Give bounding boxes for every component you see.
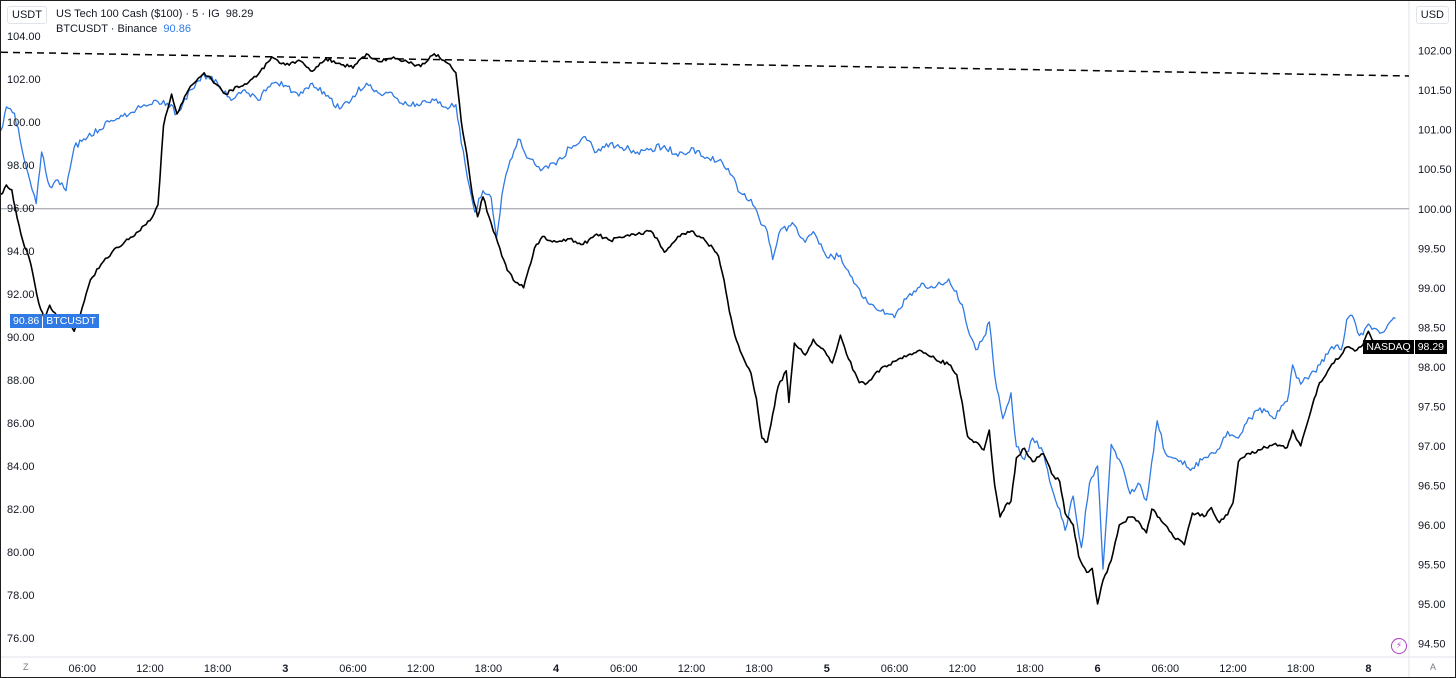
right-tick-label: 100.50 <box>1418 164 1452 176</box>
time-tick-label: 06:00 <box>1152 663 1180 675</box>
nasdaq-badge-value: 98.29 <box>1414 339 1447 354</box>
time-tick-label: 3 <box>282 663 288 675</box>
time-tick-label: 12:00 <box>948 663 976 675</box>
time-axis: 06:00 12:00 18:00 3 06:00 12:00 18:00 4 06:00 12:… <box>68 663 1371 675</box>
time-tick-label: 06:00 <box>339 663 367 675</box>
series-line-nasdaq <box>1 52 1383 605</box>
legend-symbol-title: US Tech 100 Cash ($100) · 5 · IG <box>56 8 220 20</box>
left-tick-label: 98.00 <box>7 160 35 172</box>
left-tick-label: 76.00 <box>7 633 35 645</box>
left-tick-label: 90.00 <box>7 332 35 344</box>
time-tick-label: 12:00 <box>1219 663 1247 675</box>
legend: US Tech 100 Cash ($100) · 5 · IG 98.29 B… <box>56 7 253 37</box>
left-tick-label: 82.00 <box>7 504 35 516</box>
left-tick-label: 84.00 <box>7 461 35 473</box>
time-tick-label: 12:00 <box>678 663 706 675</box>
right-tick-label: 100.00 <box>1418 204 1452 216</box>
left-tick-label: 102.00 <box>7 74 41 86</box>
right-tick-label: 95.00 <box>1418 599 1446 611</box>
time-tick-label: 6 <box>1095 663 1101 675</box>
legend-row-nasdaq[interactable]: US Tech 100 Cash ($100) · 5 · IG 98.29 <box>56 7 253 22</box>
legend-series2-last: 90.86 <box>163 23 191 35</box>
trend-line-dashed <box>1 51 1410 77</box>
time-tick-label: 06:00 <box>68 663 96 675</box>
btc-price-badge: 90.86 BTCUSDT <box>10 311 99 329</box>
right-tick-label: 96.00 <box>1418 520 1446 532</box>
time-tick-label: 18:00 <box>204 663 232 675</box>
left-currency-label[interactable]: USDT <box>7 6 47 24</box>
time-tick-label: 18:00 <box>1016 663 1044 675</box>
nasdaq-price-badge: NASDAQ 98.29 <box>1363 337 1447 355</box>
right-tick-label: 101.50 <box>1418 85 1452 97</box>
left-tick-label: 88.00 <box>7 375 35 387</box>
right-axis: 102.00 101.50 101.00 100.50 100.00 99.50 99.00… <box>1418 46 1452 651</box>
right-tick-label: 96.50 <box>1418 480 1446 492</box>
time-tick-label: 8 <box>1365 663 1371 675</box>
lightning-icon[interactable]: ⚡ <box>1391 638 1407 654</box>
left-tick-label: 80.00 <box>7 547 35 559</box>
right-tick-label: 98.00 <box>1418 362 1446 374</box>
time-tick-label: 5 <box>824 663 830 675</box>
time-tick-label: 06:00 <box>610 663 638 675</box>
time-tick-label: 06:00 <box>881 663 909 675</box>
right-tick-label: 98.50 <box>1418 322 1446 334</box>
time-tick-label: 18:00 <box>745 663 773 675</box>
right-tick-label: 97.50 <box>1418 401 1446 413</box>
left-tick-label: 78.00 <box>7 590 35 602</box>
series-layer <box>1 52 1396 605</box>
left-tick-label: 96.00 <box>7 203 35 215</box>
nasdaq-badge-label: NASDAQ <box>1363 339 1414 354</box>
legend-row-btc[interactable]: BTCUSDT · Binance 90.86 <box>56 22 253 37</box>
right-tick-label: 99.00 <box>1418 283 1446 295</box>
time-tick-label: 18:00 <box>1287 663 1315 675</box>
time-tick-label: 4 <box>553 663 560 675</box>
right-tick-label: 101.00 <box>1418 125 1452 137</box>
right-tick-label: 97.00 <box>1418 441 1446 453</box>
right-tick-label: 99.50 <box>1418 243 1446 255</box>
left-tick-label: 86.00 <box>7 418 35 430</box>
btc-badge-value: 90.86 <box>10 314 43 329</box>
left-axis: 104.00 102.00 100.00 98.00 96.00 94.00 92.00 90… <box>7 31 41 645</box>
left-tick-label: 92.00 <box>7 289 35 301</box>
btc-badge-label: BTCUSDT <box>43 314 99 329</box>
right-tick-label: 94.50 <box>1418 639 1446 651</box>
time-tick-label: 12:00 <box>407 663 435 675</box>
left-tick-label: 94.00 <box>7 246 35 258</box>
legend-symbol-last: 98.29 <box>225 8 254 20</box>
left-tick-label: 100.00 <box>7 117 41 129</box>
time-tick-label: 12:00 <box>136 663 164 675</box>
series-line-btcusdt <box>1 73 1396 570</box>
right-tick-label: 102.00 <box>1418 46 1452 58</box>
time-tick-label: 18:00 <box>475 663 503 675</box>
legend-series2-title: BTCUSDT · Binance <box>56 23 158 35</box>
right-currency-label[interactable]: USD <box>1415 6 1449 24</box>
zoom-reset-button[interactable]: Z <box>23 662 29 672</box>
auto-scale-button[interactable]: A <box>1430 662 1437 672</box>
left-tick-label: 104.00 <box>7 31 41 43</box>
right-tick-label: 95.50 <box>1418 559 1446 571</box>
